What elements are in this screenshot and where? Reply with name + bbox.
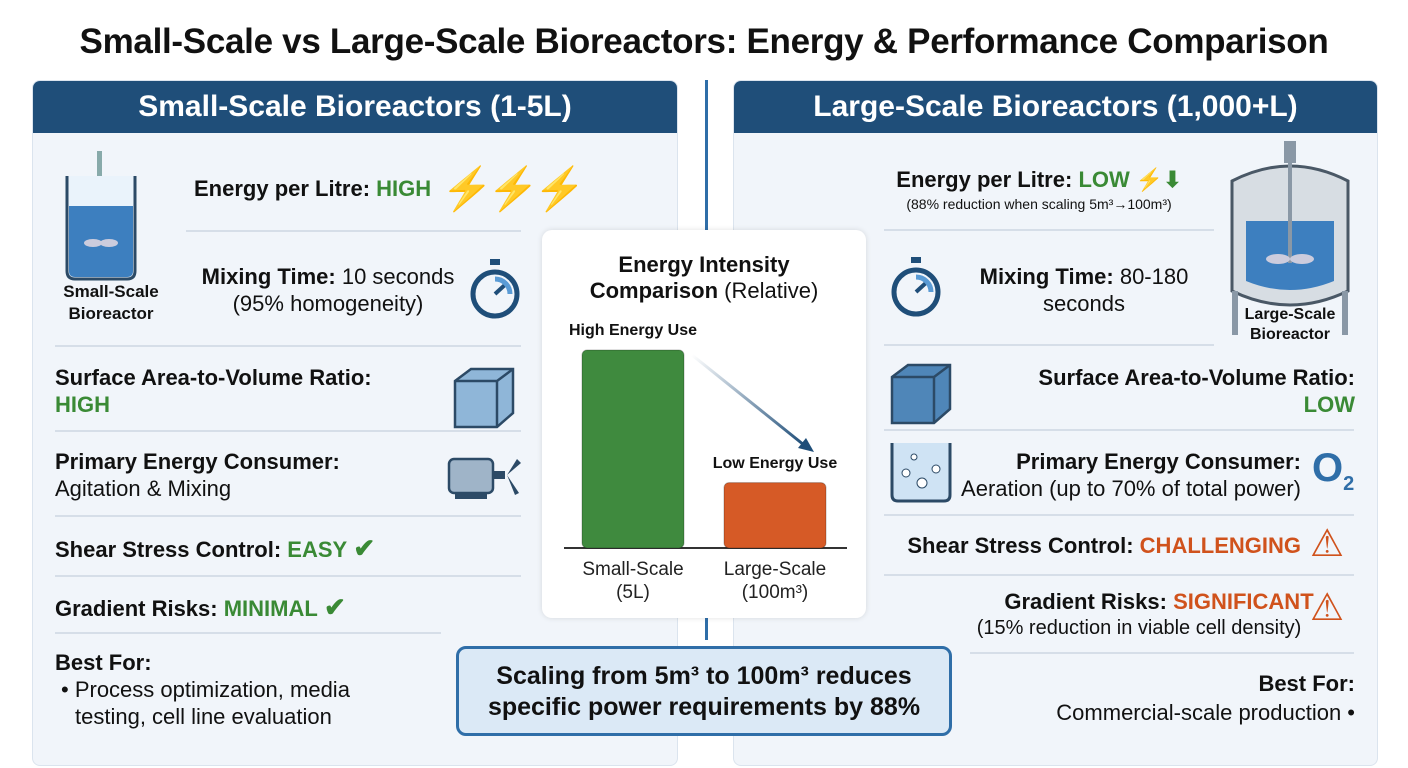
- bar-label-0: High Energy Use: [568, 322, 698, 339]
- consumer-label: Primary Energy Consumer:: [1016, 449, 1301, 474]
- bar-label-1: Low Energy Use: [712, 454, 838, 472]
- motor-icon: [447, 457, 521, 499]
- gradient-label: Gradient Risks:: [55, 596, 218, 621]
- sav-value: LOW: [1303, 392, 1355, 417]
- consumer-value: Aeration (up to 70% of total power): [961, 476, 1301, 501]
- bar-0: [581, 349, 685, 549]
- gradient-value: SIGNIFICANT: [1173, 589, 1314, 614]
- o2-icon: O2: [1312, 446, 1355, 495]
- mixing-value: 10 seconds: [341, 264, 455, 289]
- down-arrow-icon: ⬇: [1163, 167, 1182, 192]
- sav-value: HIGH: [55, 392, 110, 417]
- mixing-value: 80-180: [1119, 264, 1189, 289]
- shear-value: CHALLENGING: [1139, 533, 1301, 558]
- shear-label: Shear Stress Control:: [907, 533, 1134, 558]
- mixing-value-2: seconds: [1043, 291, 1125, 316]
- check-icon: ✔: [323, 592, 346, 622]
- best-for-label: Best For:: [1258, 671, 1355, 696]
- best-for-line-1: Commercial-scale production •: [1056, 700, 1355, 725]
- lightning-icon: ⚡: [1135, 167, 1164, 192]
- energy-label: Energy per Litre:: [896, 167, 1073, 192]
- gradient-label: Gradient Risks:: [1004, 589, 1167, 614]
- mixing-label: Mixing Time:: [979, 264, 1114, 289]
- best-for-line-1: • Process optimization, media: [61, 677, 350, 702]
- stopwatch-icon: [891, 257, 941, 317]
- callout-line-2: specific power requirements by 88%: [487, 693, 921, 721]
- decrease-arrow-head: [798, 438, 814, 452]
- chart-plot: [564, 349, 847, 549]
- energy-value: LOW: [1078, 167, 1130, 192]
- check-icon: ✔: [353, 533, 376, 563]
- decrease-arrow: [691, 353, 805, 447]
- sav-label: Surface Area-to-Volume Ratio:: [1038, 365, 1355, 390]
- sav-label: Surface Area-to-Volume Ratio:: [55, 365, 372, 390]
- large-scale-header: Large-Scale Bioreactors (1,000+L): [734, 81, 1377, 133]
- cube-icon: [453, 367, 515, 429]
- best-for-line-2: testing, cell line evaluation: [75, 704, 332, 729]
- best-for-label: Best For:: [55, 650, 152, 675]
- stopwatch-icon: [470, 259, 520, 319]
- callout-line-1: Scaling from 5m³ to 100m³ reduces: [496, 662, 912, 690]
- energy-intensity-chart: Energy Intensity Comparison (Relative) H…: [542, 230, 866, 618]
- small-scale-header: Small-Scale Bioreactors (1-5L): [33, 81, 677, 133]
- mixing-label: Mixing Time:: [201, 264, 336, 289]
- consumer-value: Agitation & Mixing: [55, 476, 232, 501]
- gradient-value: MINIMAL: [223, 596, 318, 621]
- bar-1: [723, 482, 827, 549]
- large-reactor-icon: [1230, 141, 1350, 335]
- large-reactor-label-2: Bioreactor: [1249, 326, 1331, 343]
- gradient-note: (15% reduction in viable cell density): [976, 617, 1302, 639]
- category-label-0: Small-Scale (5L): [582, 559, 684, 603]
- warning-icon: ⚠: [1310, 523, 1345, 565]
- scaling-callout: Scaling from 5m³ to 100m³ reduces specif…: [456, 646, 952, 736]
- chart-title-2: Comparison: [589, 278, 719, 303]
- energy-value: HIGH: [376, 176, 432, 201]
- beaker-icon: [65, 151, 137, 281]
- small-reactor-label-2: Bioreactor: [68, 304, 154, 323]
- bubbles-beaker-icon: [890, 443, 952, 503]
- energy-note: (88% reduction when scaling 5m³→100m³): [906, 196, 1172, 212]
- warning-icon: ⚠: [1310, 587, 1345, 629]
- page-title: Small-Scale vs Large-Scale Bioreactors: …: [79, 22, 1329, 61]
- large-reactor-label: Large-Scale: [1244, 306, 1336, 323]
- shear-label: Shear Stress Control:: [55, 537, 282, 562]
- small-reactor-label: Small-Scale: [63, 282, 159, 301]
- shear-value: EASY: [287, 537, 348, 562]
- cube-icon: [890, 363, 952, 425]
- energy-label: Energy per Litre:: [194, 176, 371, 201]
- category-label-1: Large-Scale (100m³): [723, 559, 827, 603]
- chart-title: Energy Intensity: [618, 252, 790, 277]
- chart-title-rest: (Relative): [724, 278, 819, 303]
- lightning-icons: ⚡⚡⚡: [441, 165, 586, 212]
- mixing-note: (95% homogeneity): [232, 291, 424, 316]
- consumer-label: Primary Energy Consumer:: [55, 449, 340, 474]
